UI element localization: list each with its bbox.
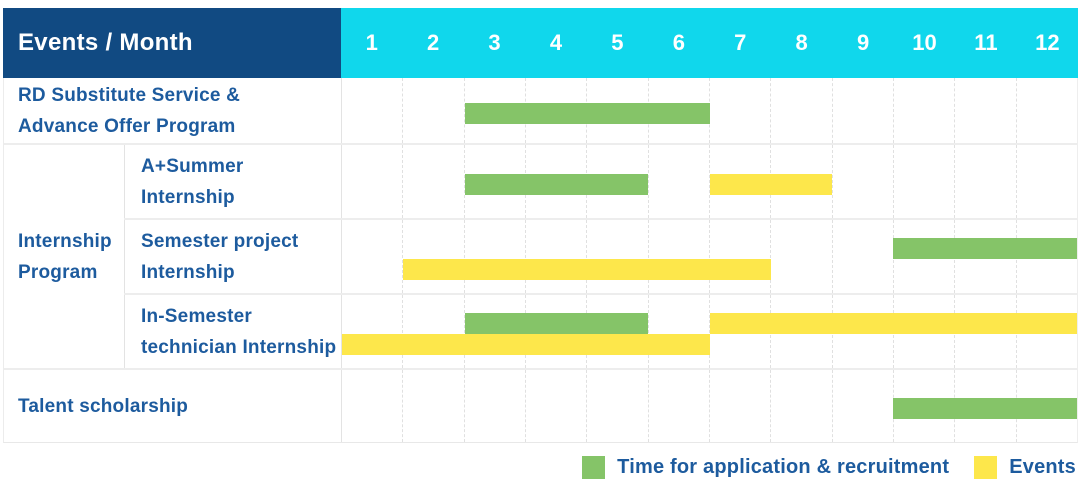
row-label: In-Semester technician Internship <box>124 295 341 368</box>
row-plot-area <box>341 145 1077 218</box>
month-gridline-column <box>342 220 402 293</box>
gantt-bar-application <box>464 173 649 195</box>
month-gridline-column <box>831 145 893 218</box>
month-gridline-column <box>463 145 525 218</box>
table-body: RD Substitute Service & Advance Offer Pr… <box>3 78 1078 443</box>
group-label: Internship Program <box>4 145 124 368</box>
group-internship-program: Internship Program A+Summer Internship S… <box>4 145 1077 370</box>
gantt-bar-application <box>893 398 1077 419</box>
month-gridline-column <box>586 220 647 293</box>
table-header-row: Events / Month 1 2 3 4 5 6 7 8 9 10 11 12 <box>3 8 1078 78</box>
month-gridline-column <box>342 295 402 368</box>
group-subrows: A+Summer Internship Semester project Int… <box>124 145 1077 368</box>
gantt-bar-events <box>403 258 771 280</box>
month-header-cell: 10 <box>912 30 937 55</box>
row-semester-project-internship: Semester project Internship <box>124 220 1077 295</box>
month-gridline-column <box>463 78 525 143</box>
month-gridline-column <box>524 220 586 293</box>
month-header-cell: 2 <box>427 30 440 55</box>
month-gridline-column <box>892 145 954 218</box>
row-a-summer-internship: A+Summer Internship <box>124 145 1077 220</box>
month-gridline-column <box>708 295 770 368</box>
gantt-bar-events <box>342 333 710 355</box>
gantt-bar-events <box>709 173 832 195</box>
month-gridline-column <box>831 370 893 442</box>
table-header-title: Events / Month <box>3 8 341 78</box>
month-gridline-column <box>1015 78 1077 143</box>
month-header-cell: 7 <box>734 30 747 55</box>
row-label: Talent scholarship <box>4 370 341 442</box>
month-gridline-column <box>892 78 954 143</box>
row-talent-scholarship: Talent scholarship <box>4 370 1077 442</box>
row-plot-area <box>341 295 1077 368</box>
month-gridline-column <box>524 370 586 442</box>
month-gridline-column <box>402 220 463 293</box>
gantt-bar-application <box>893 237 1077 259</box>
row-label-text: Semester project Internship <box>141 230 299 283</box>
month-gridline-column <box>463 220 525 293</box>
legend-label-events: Events <box>1009 456 1076 478</box>
month-gridline-column <box>402 145 463 218</box>
month-header-cell: 1 <box>365 30 378 55</box>
row-label-text: Talent scholarship <box>18 395 189 417</box>
month-header-cell: 3 <box>488 30 501 55</box>
month-gridline-column <box>708 370 770 442</box>
row-label: Semester project Internship <box>124 220 341 293</box>
gantt-bar-application <box>464 312 649 334</box>
month-gridline-column <box>770 78 831 143</box>
month-gridline-column <box>463 295 525 368</box>
month-header-cell: 11 <box>974 30 998 55</box>
month-header-cell: 12 <box>1035 30 1060 55</box>
month-gridline-column <box>647 370 709 442</box>
month-gridline-column <box>342 370 402 442</box>
row-plot-area <box>341 370 1077 442</box>
month-gridline-column <box>954 145 1015 218</box>
month-gridline-column <box>954 78 1015 143</box>
month-header-cell: 4 <box>549 30 563 55</box>
row-rd-substitute: RD Substitute Service & Advance Offer Pr… <box>4 78 1077 145</box>
month-gridline-column <box>708 78 770 143</box>
month-gridline-column <box>342 145 402 218</box>
row-label-text: RD Substitute Service & Advance Offer Pr… <box>18 84 241 137</box>
row-label-text: In-Semester technician Internship <box>141 305 337 358</box>
month-gridline-column <box>708 145 770 218</box>
month-gridline-column <box>586 370 647 442</box>
month-gridline-column <box>647 220 709 293</box>
month-gridline-column <box>647 145 709 218</box>
month-header-cell: 6 <box>672 30 685 55</box>
row-label: RD Substitute Service & Advance Offer Pr… <box>4 78 341 143</box>
month-gridline-column <box>342 78 402 143</box>
row-plot-area <box>341 78 1077 143</box>
month-header-cell: 8 <box>795 30 808 55</box>
month-gridline-column <box>1015 145 1077 218</box>
month-header-cell: 5 <box>611 30 624 55</box>
gantt-bar-application <box>464 102 710 124</box>
group-label-text: Internship Program <box>18 230 112 283</box>
month-gridline-column <box>831 78 893 143</box>
legend: Time for application & recruitment Event… <box>582 456 1076 479</box>
row-in-semester-technician-internship: In-Semester technician Internship <box>124 295 1077 368</box>
row-plot-area <box>341 220 1077 293</box>
month-gridline-column <box>402 295 463 368</box>
month-gridline-column <box>831 220 893 293</box>
row-label-text: A+Summer Internship <box>141 155 244 208</box>
month-gridline-column <box>770 220 831 293</box>
month-header-row: 1 2 3 4 5 6 7 8 9 10 11 12 <box>341 8 1078 78</box>
gantt-bar-events <box>709 312 1077 334</box>
month-gridline-column <box>708 220 770 293</box>
gantt-schedule-table: Events / Month 1 2 3 4 5 6 7 8 9 10 11 12 RD Substi… <box>3 8 1078 443</box>
month-gridline-column <box>647 295 709 368</box>
row-label: A+Summer Internship <box>124 145 341 218</box>
legend-swatch-application <box>582 456 606 479</box>
month-gridline-column <box>402 370 463 442</box>
legend-swatch-events <box>974 456 998 479</box>
month-gridline-column <box>770 370 831 442</box>
legend-label-application: Time for application & recruitment <box>617 456 950 478</box>
month-header-cell: 9 <box>856 30 870 55</box>
month-gridline-column <box>402 78 463 143</box>
month-gridline-column <box>463 370 525 442</box>
